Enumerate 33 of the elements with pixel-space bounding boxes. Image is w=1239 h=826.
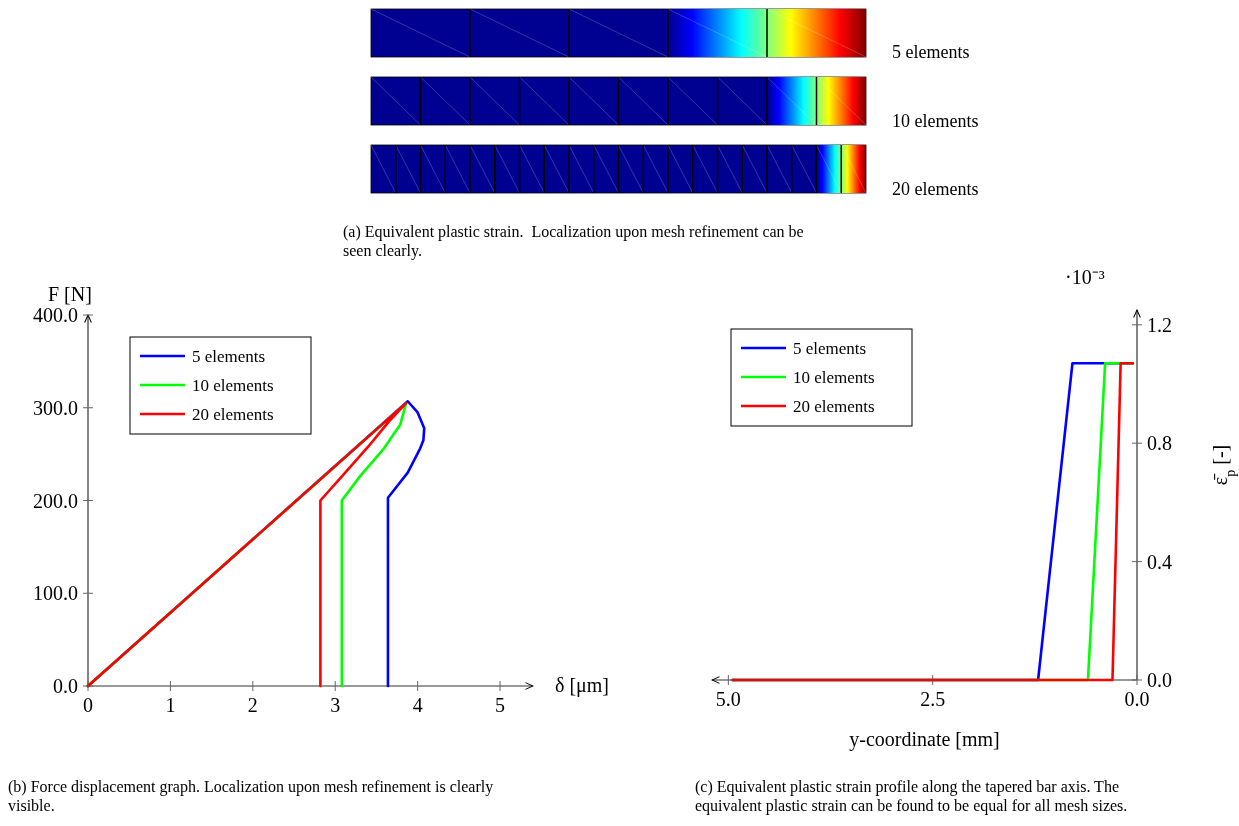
text: 5 elements [892, 42, 970, 62]
text: (a) Equivalent plastic strain. Localization upon mesh refinement can be seen clearly. [343, 223, 804, 261]
text: (b) Force displacement graph. Localization upon mesh refinement is clearly visible. [8, 778, 494, 815]
x-tick-label: 0.0 [1124, 688, 1150, 710]
y-tick-label: 300.0 [33, 396, 78, 419]
legend-label: 20 elements [793, 397, 875, 416]
y2-tick-label: 0.4 [1147, 550, 1172, 573]
x-tick-label: 3 [330, 694, 341, 716]
y-tick-label: 400.0 [33, 304, 78, 326]
y-tick-label: 200.0 [33, 489, 78, 512]
legend-label: 20 elements [192, 405, 274, 424]
legend-label: 5 elements [793, 339, 867, 358]
text: 10 elements [892, 111, 979, 131]
x-tick-label: 1 [165, 694, 176, 716]
y-axis-title: F [N] [48, 283, 92, 305]
x-tick-label: 5.0 [715, 688, 741, 710]
x-axis-title: δ [μm] [555, 674, 610, 697]
x-tick-label: 2.5 [920, 688, 946, 710]
text: (c) Equivalent plastic strain profile along the tapered bar axis. The equivalent plastic strain can be found to be equal for all mesh sizes. [695, 778, 1128, 816]
x-tick-label: 2 [247, 694, 258, 716]
legend-label: 10 elements [793, 368, 875, 387]
x-tick-label: 4 [412, 694, 423, 716]
y2-tick-label: 0.8 [1147, 432, 1172, 455]
y2-tick-label: 0.0 [1147, 669, 1172, 691]
y2-tick-label: 1.2 [1147, 313, 1172, 336]
legend-label: 10 elements [192, 376, 274, 395]
legend-label: 5 elements [192, 347, 266, 366]
text: ·10⁻³ [1065, 266, 1105, 288]
x-axis-title: y-coordinate [mm] [849, 728, 1000, 751]
x-tick-label: 5 [495, 694, 506, 716]
text: 20 elements [892, 179, 979, 199]
x-tick-label: 0 [83, 694, 93, 716]
y-tick-label: 100.0 [33, 582, 78, 605]
